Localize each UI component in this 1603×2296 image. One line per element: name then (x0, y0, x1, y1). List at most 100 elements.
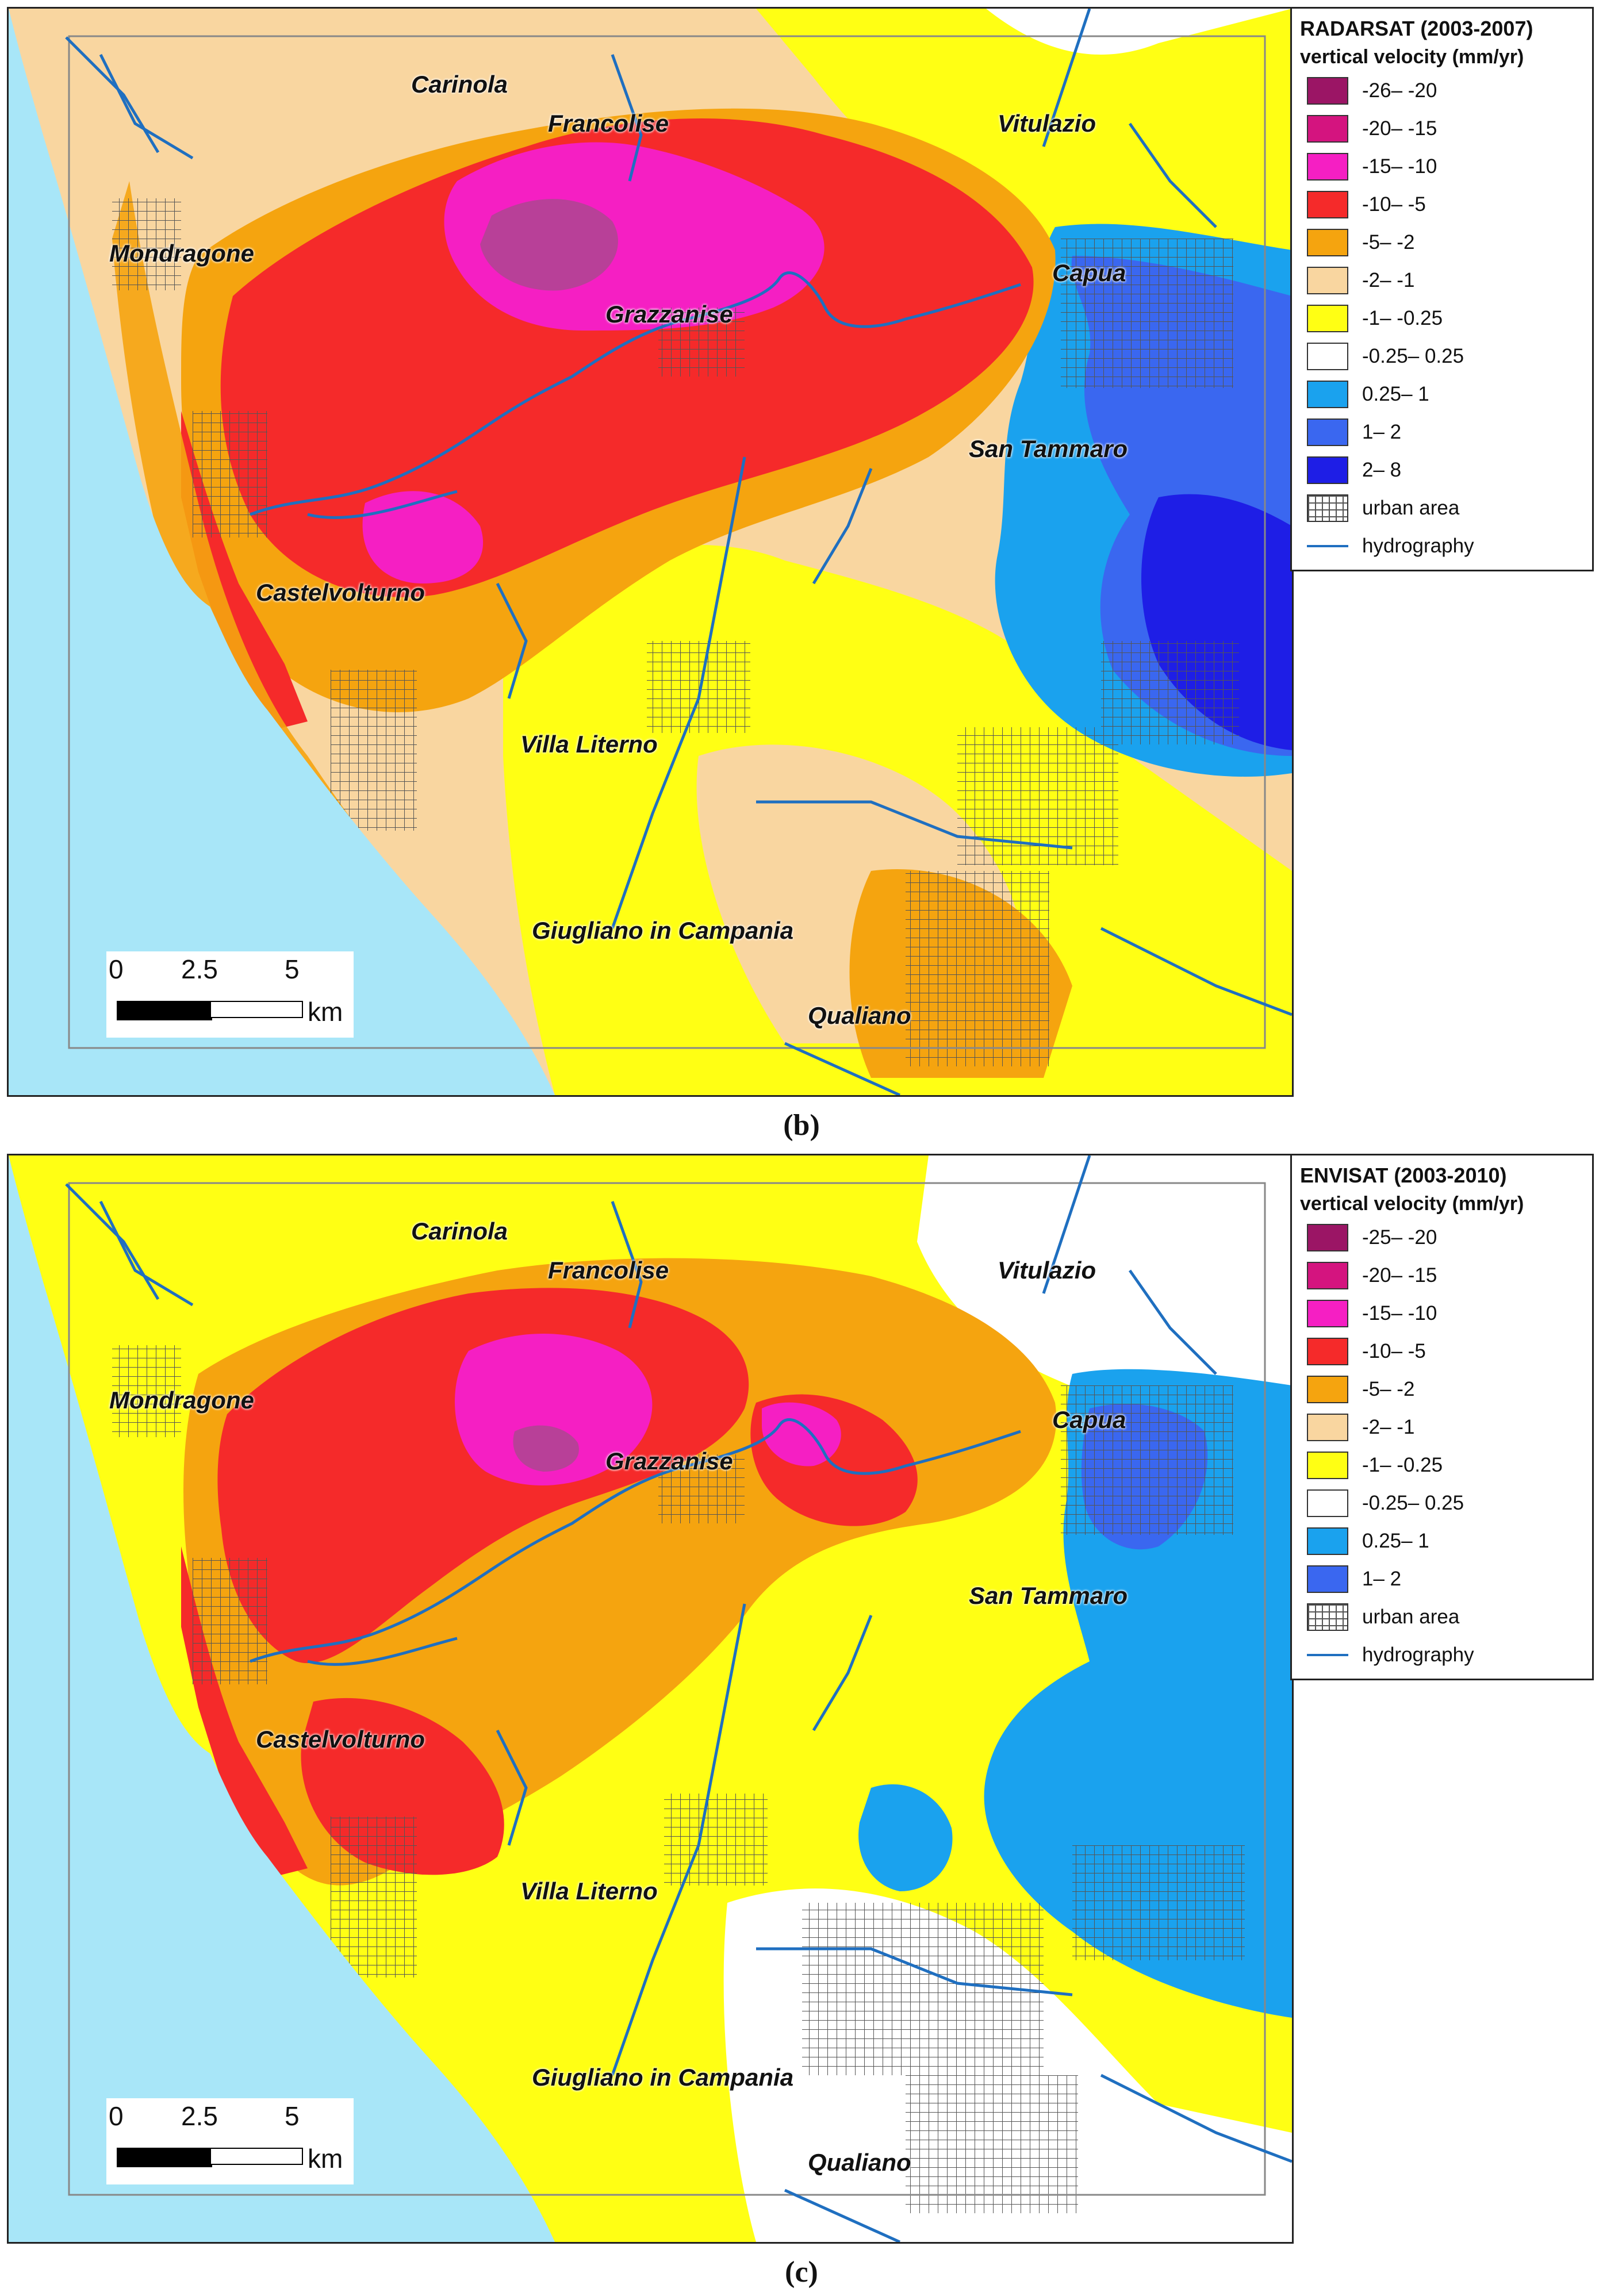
scale-segment-black (117, 1001, 212, 1020)
legend-c: ENVISAT (2003-2010) vertical velocity (m… (1290, 1154, 1594, 1680)
legend-label: -15– -10 (1362, 1302, 1437, 1324)
zone-blue-patch (858, 1784, 953, 1891)
town-francolise: Francolise (548, 1257, 669, 1284)
legend-row: -0.25– 0.25 (1300, 1484, 1584, 1522)
town-san-tammaro: San Tammaro (969, 435, 1128, 462)
legend-label: 0.25– 1 (1362, 1530, 1429, 1552)
legend-label: -0.25– 0.25 (1362, 1492, 1464, 1514)
scale-segment-white (210, 2148, 303, 2165)
zone-white-north (986, 9, 1292, 55)
urban-grazzanise (658, 1454, 745, 1523)
legend-label: 0.25– 1 (1362, 383, 1429, 405)
urban-grazzanise (658, 308, 745, 377)
legend-title: ENVISAT (2003-2010) (1300, 1164, 1507, 1187)
map-inner-frame (68, 35, 1266, 1049)
legend-label-hydro: hydrography (1362, 535, 1474, 557)
town-giugliano: Giugliano in Campania (532, 917, 794, 944)
town-vitulazio: Vitulazio (998, 110, 1096, 137)
legend-subtitle: vertical velocity (mm/yr) (1300, 46, 1524, 68)
legend-swatch (1307, 1565, 1348, 1593)
scale-tick-mid: 2.5 (181, 2101, 218, 2131)
town-castelvolturno: Castelvolturno (256, 1726, 425, 1753)
town-vitulazio: Vitulazio (998, 1257, 1096, 1284)
legend-label-urban: urban area (1362, 1606, 1460, 1628)
town-giugliano: Giugliano in Campania (532, 2064, 794, 2091)
panel-c: Carinola Francolise Vitulazio Mondragone… (0, 1147, 1603, 2289)
town-mondragone: Mondragone (109, 240, 254, 267)
legend-row: -25– -20 (1300, 1219, 1584, 1257)
legend-swatch (1307, 267, 1348, 294)
scale-tick-0: 0 (109, 2101, 124, 2131)
legend-label: -10– -5 (1362, 1340, 1426, 1362)
legend-swatch (1307, 456, 1348, 484)
legend-swatch (1307, 1300, 1348, 1327)
legend-label: -20– -15 (1362, 1264, 1437, 1287)
urban-qualiano (906, 871, 1049, 1066)
legend-swatch (1307, 1527, 1348, 1555)
legend-swatch (1307, 153, 1348, 181)
legend-label: -5– -2 (1362, 231, 1415, 254)
town-castelvolturno: Castelvolturno (256, 579, 425, 606)
town-villa-literno: Villa Literno (520, 731, 658, 758)
legend-swatch (1307, 229, 1348, 256)
caption-c-text: (c) (785, 2256, 818, 2289)
town-carinola: Carinola (411, 71, 508, 98)
legend-label: -1– -0.25 (1362, 1454, 1443, 1476)
sea (9, 1155, 555, 2242)
legend-swatch (1307, 1414, 1348, 1441)
town-grazzanise: Grazzanise (605, 1448, 733, 1475)
legend-swatch (1307, 381, 1348, 408)
urban-east (1072, 1845, 1245, 1960)
legend-swatch (1307, 1224, 1348, 1251)
hydrography-swatch (1307, 545, 1348, 547)
town-francolise: Francolise (548, 110, 669, 137)
legend-row: 1– 2 (1300, 1560, 1584, 1598)
zone-white-north (917, 1155, 1292, 1443)
legend-row: -5– -2 (1300, 1370, 1584, 1408)
map-b-canvas (9, 9, 1292, 1095)
legend-swatch (1307, 77, 1348, 105)
legend-swatch (1307, 115, 1348, 143)
legend-row: -0.25– 0.25 (1300, 337, 1584, 375)
urban-east (1101, 641, 1239, 744)
urban-literno (664, 1794, 768, 1886)
legend-row: -15– -10 (1300, 1295, 1584, 1333)
scale-tick-max: 5 (285, 2101, 300, 2131)
urban-mondragone (112, 1345, 181, 1437)
scale-bar: 0 2.5 5 km (106, 951, 354, 1038)
legend-classes: -25– -20 -20– -15 -15– -10 -10– -5 -5– -… (1300, 1219, 1584, 1674)
legend-row: 2– 8 (1300, 451, 1584, 489)
scale-tick-max: 5 (285, 954, 300, 984)
urban-castel-south (331, 1817, 417, 1978)
urban-qualiano (906, 2075, 1078, 2213)
legend-label: -25– -20 (1362, 1226, 1437, 1249)
legend-title: RADARSAT (2003-2007) (1300, 17, 1533, 40)
legend-row: 1– 2 (1300, 413, 1584, 451)
urban-castel-north (193, 1558, 267, 1684)
legend-row: -20– -15 (1300, 110, 1584, 148)
hydrography-b (65, 9, 1292, 1095)
caption-c: (c) (0, 2255, 1603, 2289)
legend-classes: -26– -20 -20– -15 -15– -10 -10– -5 -5– -… (1300, 72, 1584, 565)
scale-bar: 0 2.5 5 km (106, 2098, 354, 2184)
legend-row: -10– -5 (1300, 1333, 1584, 1370)
legend-row-urban: urban area (1300, 1598, 1584, 1636)
caption-b: (b) (0, 1108, 1603, 1142)
legend-row: -2– -1 (1300, 262, 1584, 300)
legend-row: 0.25– 1 (1300, 375, 1584, 413)
legend-label-urban: urban area (1362, 497, 1460, 519)
urban-castel-south (331, 670, 417, 831)
hydrography-c (65, 1155, 1292, 2242)
legend-swatch (1307, 418, 1348, 446)
zone-purple-core (513, 1425, 579, 1472)
scale-unit: km (308, 997, 343, 1027)
legend-swatch (1307, 1376, 1348, 1403)
legend-label: 1– 2 (1362, 1568, 1402, 1590)
legend-label: -2– -1 (1362, 269, 1415, 291)
legend-row: -15– -10 (1300, 148, 1584, 186)
town-villa-literno: Villa Literno (520, 1878, 658, 1905)
legend-row: -20– -15 (1300, 1257, 1584, 1295)
zone-purple-core (480, 199, 618, 291)
legend-row-hydro: hydrography (1300, 1636, 1584, 1674)
legend-label: 2– 8 (1362, 459, 1402, 481)
